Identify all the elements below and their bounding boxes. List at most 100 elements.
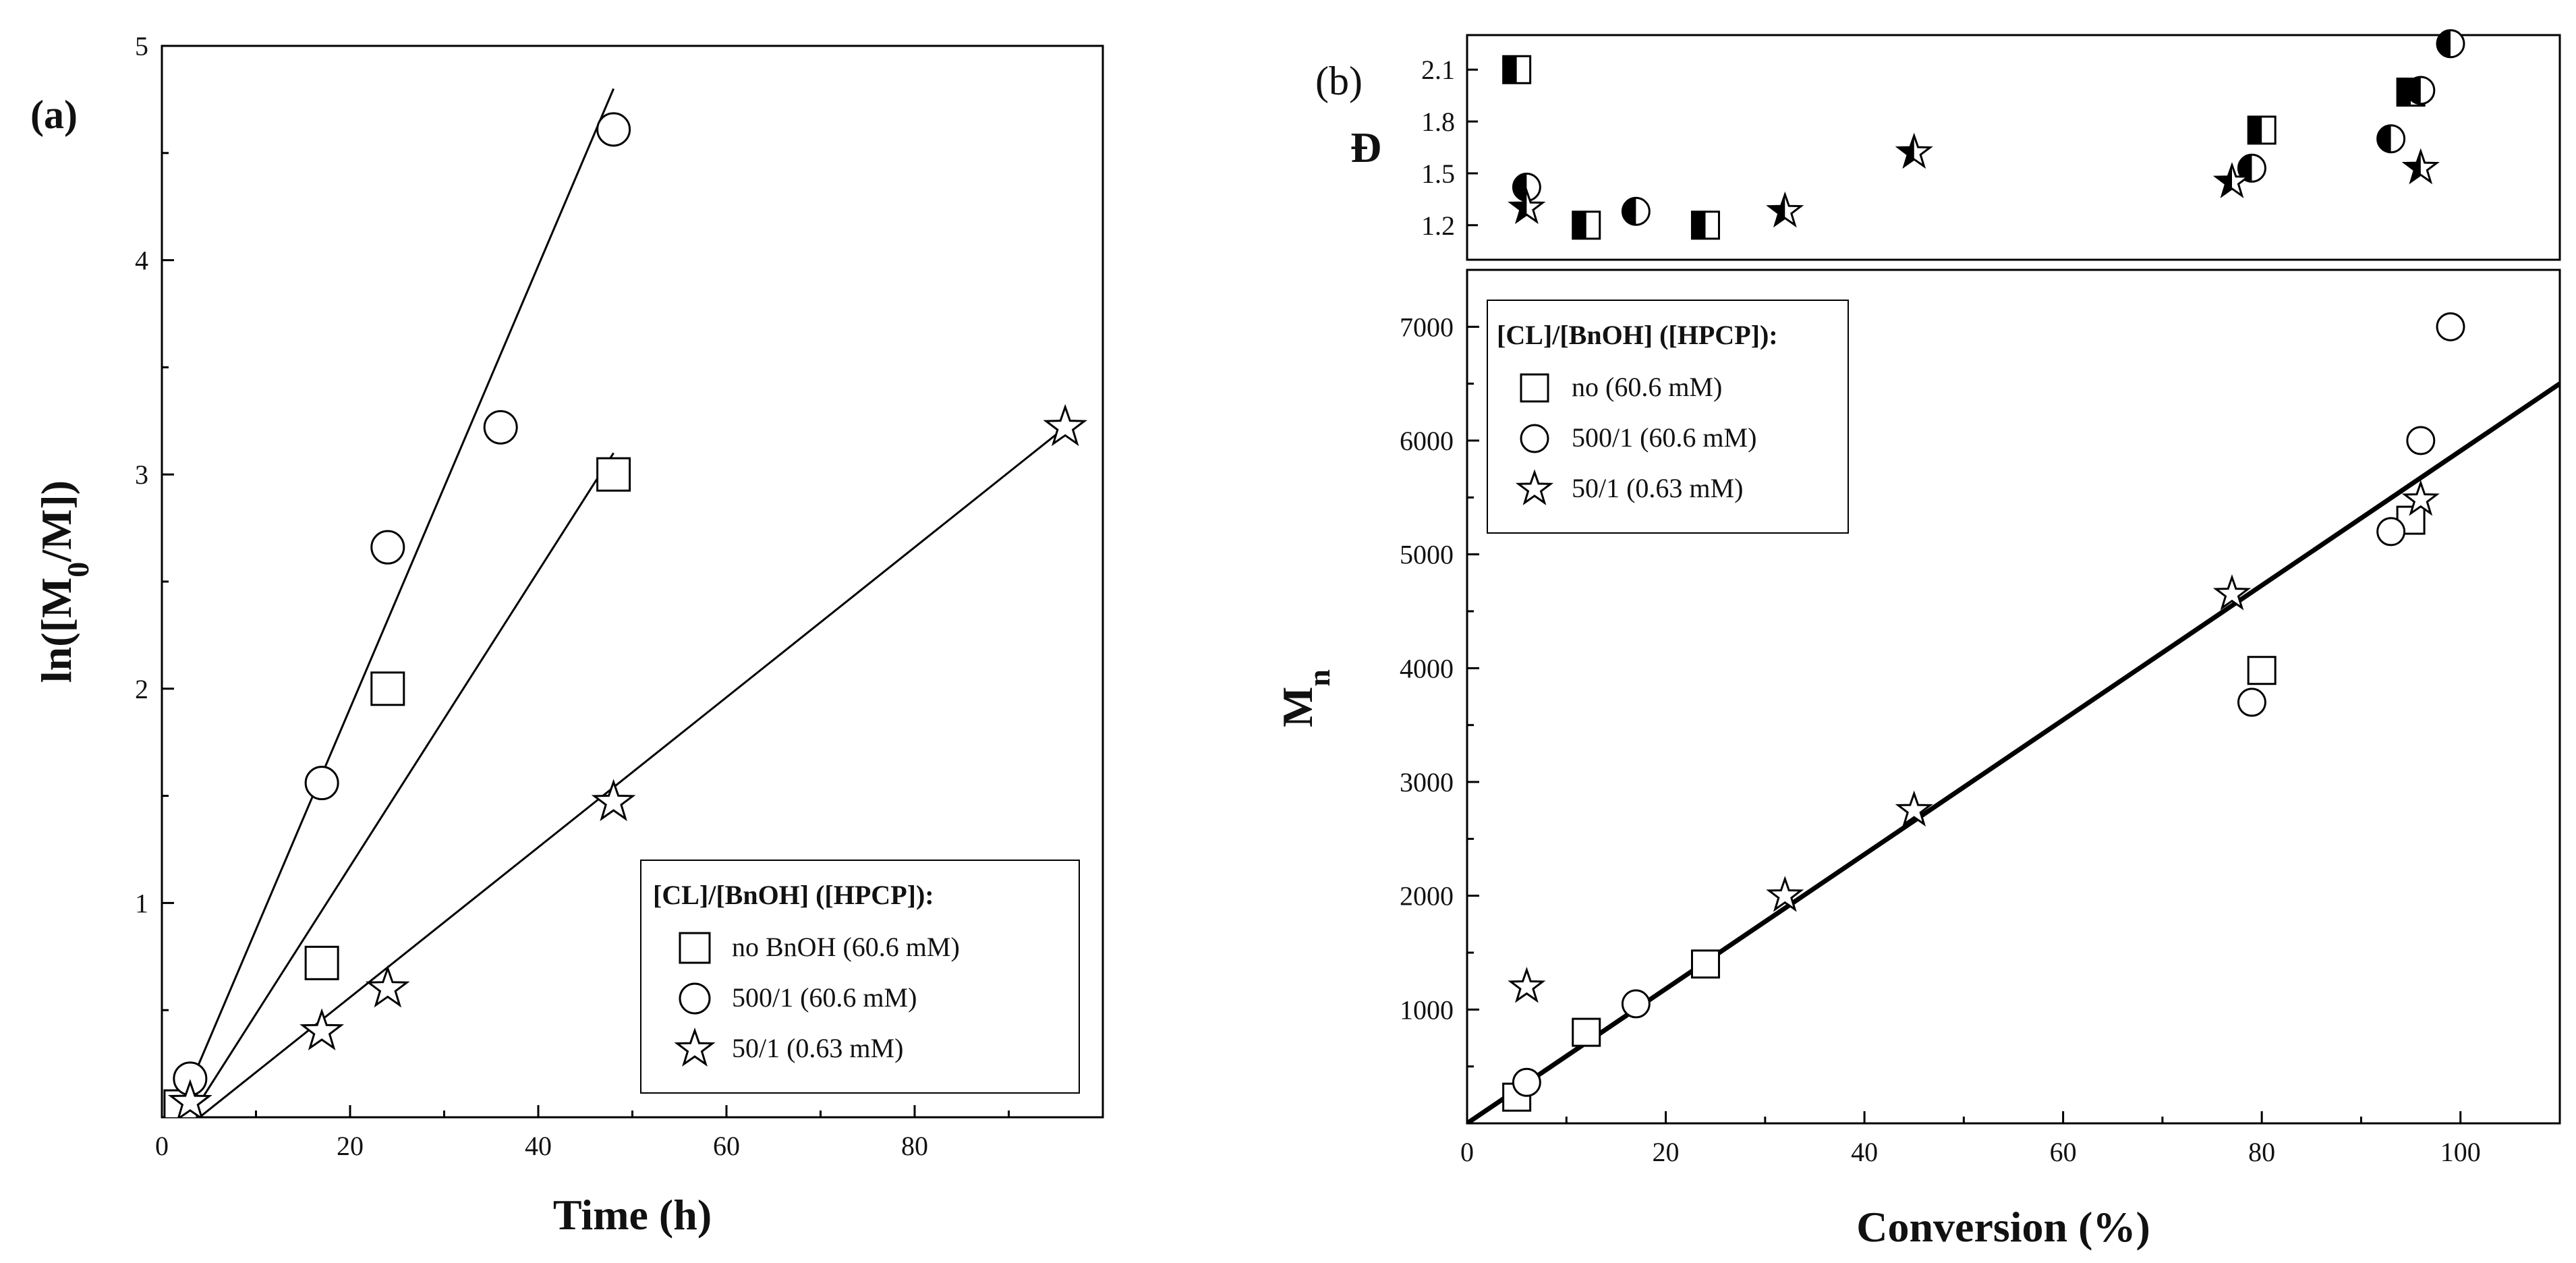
chart-b-point-square bbox=[2247, 656, 2277, 685]
chart-b-ytick-label: 5000 bbox=[1400, 540, 1454, 570]
chart-b-ylabel-main: M bbox=[1273, 687, 1321, 727]
chart-b-inset-ylabel: Đ bbox=[1350, 123, 1381, 171]
chart-b-inset-point-half-square-outline bbox=[1502, 55, 1532, 84]
chart-b-inset-point-half-square-fill bbox=[2248, 116, 2262, 144]
chart-a-legend-marker-square bbox=[679, 932, 711, 964]
chart-b-xtick-label: 100 bbox=[2440, 1137, 2481, 1167]
chart-a-fit-line-circle bbox=[179, 88, 614, 1107]
panel-b-label: (b) bbox=[1315, 59, 1363, 103]
chart-b-inset-point-half-square bbox=[2247, 115, 2277, 145]
chart-b-inset-point-half-circle-fill bbox=[2437, 30, 2451, 57]
chart-b-inset-point-half-circle bbox=[2436, 29, 2465, 59]
chart-b-inset-point-half-circle-outline bbox=[1621, 196, 1651, 226]
chart-a-point-star bbox=[591, 779, 636, 822]
chart-b-point-star bbox=[1895, 790, 1933, 827]
chart-a-fit-line-square bbox=[189, 452, 614, 1117]
chart-b-legend-marker-star bbox=[1515, 469, 1554, 505]
chart-b-inset-point-half-circle-outline bbox=[2237, 153, 2266, 183]
chart-b-inset-ytick-label: 2.1 bbox=[1421, 55, 1455, 85]
chart-b-inset-point-half-circle-outline bbox=[2406, 76, 2436, 105]
chart-b-inset-point-half-star-fill bbox=[2405, 151, 2421, 182]
chart-b-ytick-label: 7000 bbox=[1400, 312, 1454, 342]
chart-b-inset-point-half-circle-outline bbox=[2376, 124, 2406, 154]
chart-b-ylabel: Mn bbox=[1273, 669, 1336, 727]
chart-a-plot bbox=[163, 88, 1088, 1117]
chart-b-xtick-label: 40 bbox=[1851, 1137, 1878, 1167]
chart-a-ytick-label: 5 bbox=[135, 31, 148, 61]
chart-b-ytick-label: 2000 bbox=[1400, 881, 1454, 911]
chart-a-legend-label: no BnOH (60.6 mM) bbox=[732, 932, 960, 962]
chart-a-fit-line-star bbox=[198, 426, 1066, 1117]
chart-b-inset-point-half-star bbox=[1508, 188, 1546, 225]
panel-a-label: (a) bbox=[30, 92, 78, 137]
chart-b-point-star bbox=[2401, 480, 2440, 516]
chart-b-inset-point-half-circle-fill bbox=[2377, 125, 2391, 152]
chart-b-frame bbox=[1466, 269, 2561, 1125]
chart-b-legend-marker-square bbox=[1520, 373, 1549, 403]
chart-b-inset-point-half-star-outline bbox=[2212, 162, 2252, 198]
chart-b-legend-box bbox=[1487, 300, 1849, 534]
chart-b-xtick-label: 80 bbox=[2248, 1137, 2275, 1167]
chart-a-point-square bbox=[370, 671, 405, 706]
chart-b-point-square bbox=[1502, 1082, 1532, 1112]
chart-b-inset-point-half-circle bbox=[2237, 153, 2266, 183]
chart-b-inset-point-half-square-fill bbox=[1572, 211, 1586, 239]
chart-b-inset-point-half-star-outline bbox=[2401, 148, 2440, 185]
chart-b-ytick-label: 1000 bbox=[1400, 994, 1454, 1025]
chart-a-legend: [CL]/[BnOH] ([HPCP]): no BnOH (60.6 mM) 50… bbox=[640, 860, 1080, 1094]
chart-b-point-circle bbox=[2237, 687, 2266, 717]
chart-b: 0 20 40 60 80 100 1000 2000 3000 4000 5000 6000 7000… bbox=[1273, 269, 2561, 1251]
chart-b-inset-point-half-square-fill bbox=[1503, 56, 1517, 84]
chart-a-ylabel: ln([M0/M]) bbox=[32, 480, 95, 683]
chart-b-point-circle bbox=[2376, 517, 2406, 546]
chart-a-ylabel-sub: 0 bbox=[61, 562, 95, 578]
chart-b-inset-point-half-star bbox=[2212, 162, 2252, 198]
chart-b-point-circle bbox=[1621, 989, 1651, 1019]
chart-b-point-star bbox=[2212, 574, 2252, 611]
chart-b-inset-point-half-star-bg bbox=[1898, 136, 1930, 167]
chart-b-inset-point-half-star-fill bbox=[2216, 165, 2232, 196]
chart-b-inset-ytick-label: 1.5 bbox=[1421, 159, 1455, 189]
chart-b-xtick-label: 60 bbox=[2050, 1137, 2077, 1167]
chart-a-xtick-label: 80 bbox=[901, 1131, 928, 1161]
chart-b-ytick-label: 6000 bbox=[1400, 426, 1454, 456]
chart-a-xtick-label: 20 bbox=[337, 1131, 364, 1161]
chart-b-legend: [CL]/[BnOH] ([HPCP]): no (60.6 mM) 500/1 (… bbox=[1487, 300, 1849, 534]
chart-a-point-circle bbox=[483, 410, 518, 445]
chart-a-point-square bbox=[596, 457, 631, 492]
chart-b-inset-point-half-square-fill bbox=[1692, 211, 1706, 239]
chart-a-legend-label: 50/1 (0.63 mM) bbox=[732, 1033, 903, 1063]
chart-b-inset-point-half-star-outline bbox=[1766, 191, 1804, 228]
chart-a-point-star bbox=[299, 1008, 345, 1050]
chart-b-inset-point-half-square-outline bbox=[2247, 115, 2277, 145]
chart-a-point-star bbox=[365, 965, 410, 1008]
chart-b-legend-title: [CL]/[BnOH] ([HPCP]): bbox=[1497, 320, 1778, 350]
chart-a-legend-marker-star bbox=[674, 1027, 716, 1067]
chart-a-ytick-label: 2 bbox=[135, 674, 148, 704]
chart-b-inset-point-half-circle-fill bbox=[1622, 198, 1636, 225]
chart-b-inset: (b) 1.2 1.5 1.8 2.1 Đ bbox=[1315, 29, 2561, 261]
chart-b-inset-point-half-square bbox=[1502, 55, 1532, 84]
chart-b-inset-point-half-star-fill bbox=[1769, 194, 1785, 225]
chart-b-inset-point-half-circle-fill bbox=[1513, 173, 1527, 201]
chart-a-xtick-label: 40 bbox=[525, 1131, 552, 1161]
chart-b-inset-point-half-square-outline bbox=[1572, 210, 1601, 240]
chart-b-inset-point-half-square-outline bbox=[1690, 210, 1720, 240]
chart-a-legend-title: [CL]/[BnOH] ([HPCP]): bbox=[653, 880, 934, 910]
chart-b-legend-label: no (60.6 mM) bbox=[1572, 372, 1722, 402]
chart-b-inset-frame bbox=[1466, 34, 2561, 261]
chart-b-xtick-label: 20 bbox=[1653, 1137, 1680, 1167]
chart-b-plot bbox=[1467, 312, 2560, 1123]
chart-b-inset-point-half-circle bbox=[1621, 196, 1651, 226]
chart-b-legend-marker-circle bbox=[1520, 424, 1549, 453]
chart-a-ytick-label: 4 bbox=[135, 246, 148, 276]
chart-a-legend-box bbox=[640, 860, 1080, 1094]
chart-b-point-circle bbox=[2436, 312, 2465, 341]
chart-b-inset-point-half-circle-fill bbox=[2407, 76, 2421, 104]
chart-b-inset-point-half-circle bbox=[2406, 76, 2436, 105]
chart-b-xtick-label: 0 bbox=[1460, 1137, 1474, 1167]
chart-b-inset-point-half-square bbox=[1572, 210, 1601, 240]
chart-b-point-square bbox=[1690, 949, 1720, 979]
